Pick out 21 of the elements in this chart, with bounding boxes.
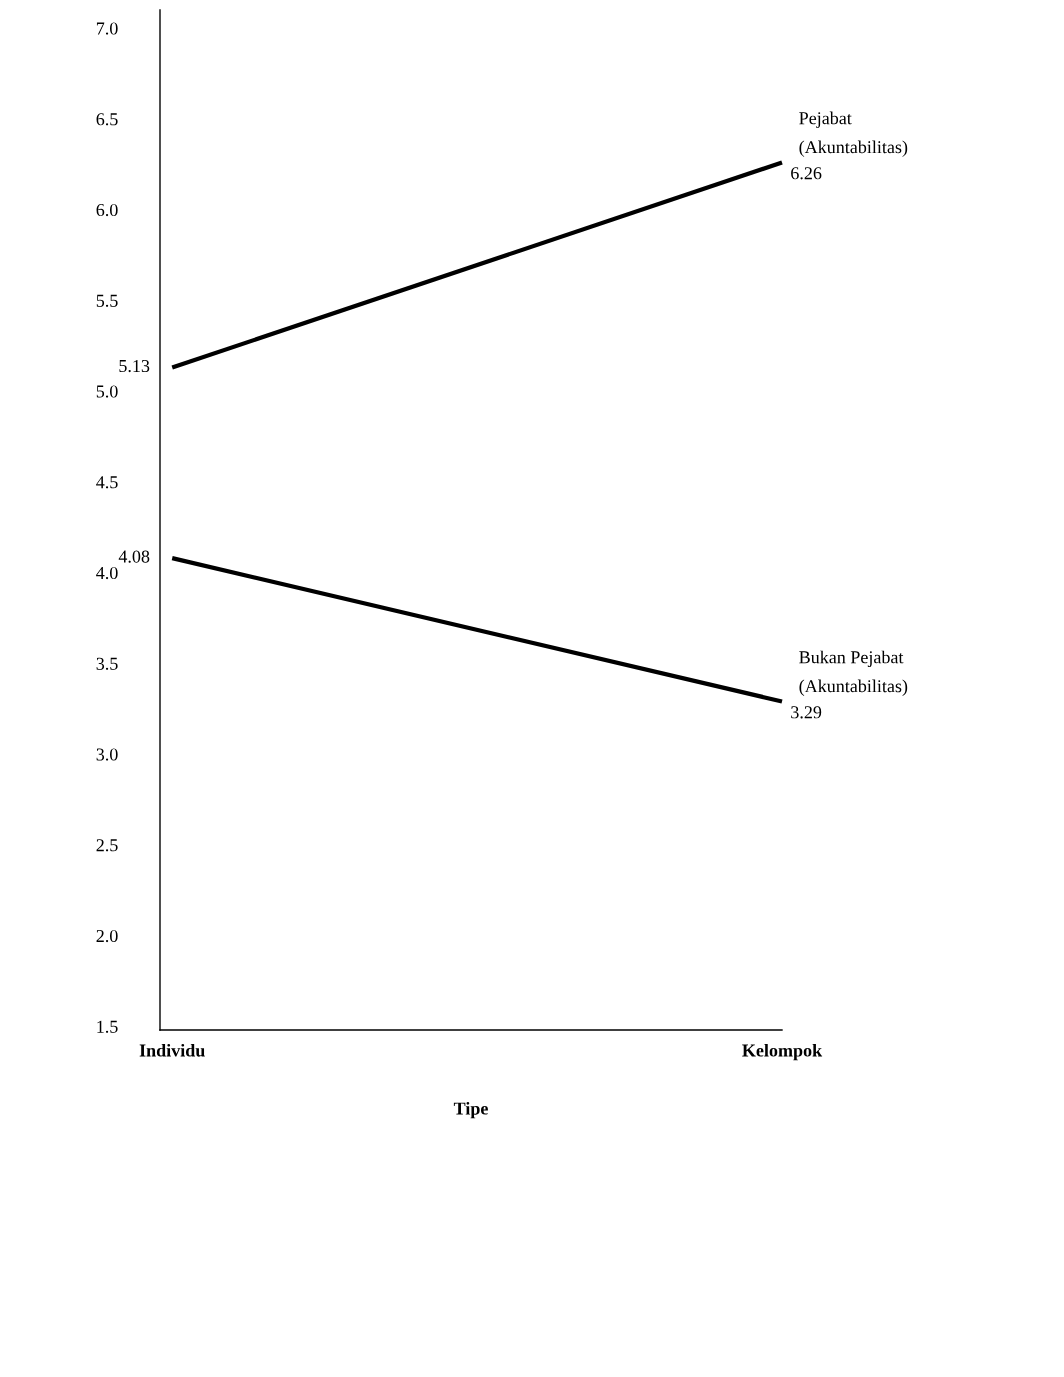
x-tick-label: Kelompok (742, 1043, 823, 1061)
y-tick-label: 2.0 (96, 929, 118, 943)
y-tick-label: 5.0 (96, 385, 118, 398)
y-tick-label: 4.0 (96, 566, 118, 580)
series-label: Bukan Pejabat (Akuntabilitas) (799, 650, 908, 696)
x-axis-title: Tipe (453, 1101, 488, 1119)
y-tick-label: 4.5 (96, 476, 118, 489)
data-label: 3.29 (791, 706, 822, 719)
data-label: 5.13 (119, 359, 150, 373)
y-tick-label: 1.5 (97, 1020, 118, 1033)
data-label: 6.26 (791, 167, 822, 180)
y-tick-label: 2.5 (96, 839, 118, 852)
data-label: 4.08 (118, 550, 150, 563)
y-tick-label: 6.0 (96, 203, 118, 217)
y-tick-label: 6.5 (96, 113, 118, 126)
y-tick-label: 3.0 (96, 748, 118, 761)
y-tick-label: 3.5 (96, 657, 118, 670)
y-tick-label: 5.5 (96, 294, 118, 307)
x-tick-label: Individu (139, 1043, 205, 1057)
series-label: Pejabat (Akuntabilitas) (799, 111, 908, 157)
y-tick-label: 7.0 (96, 22, 118, 35)
